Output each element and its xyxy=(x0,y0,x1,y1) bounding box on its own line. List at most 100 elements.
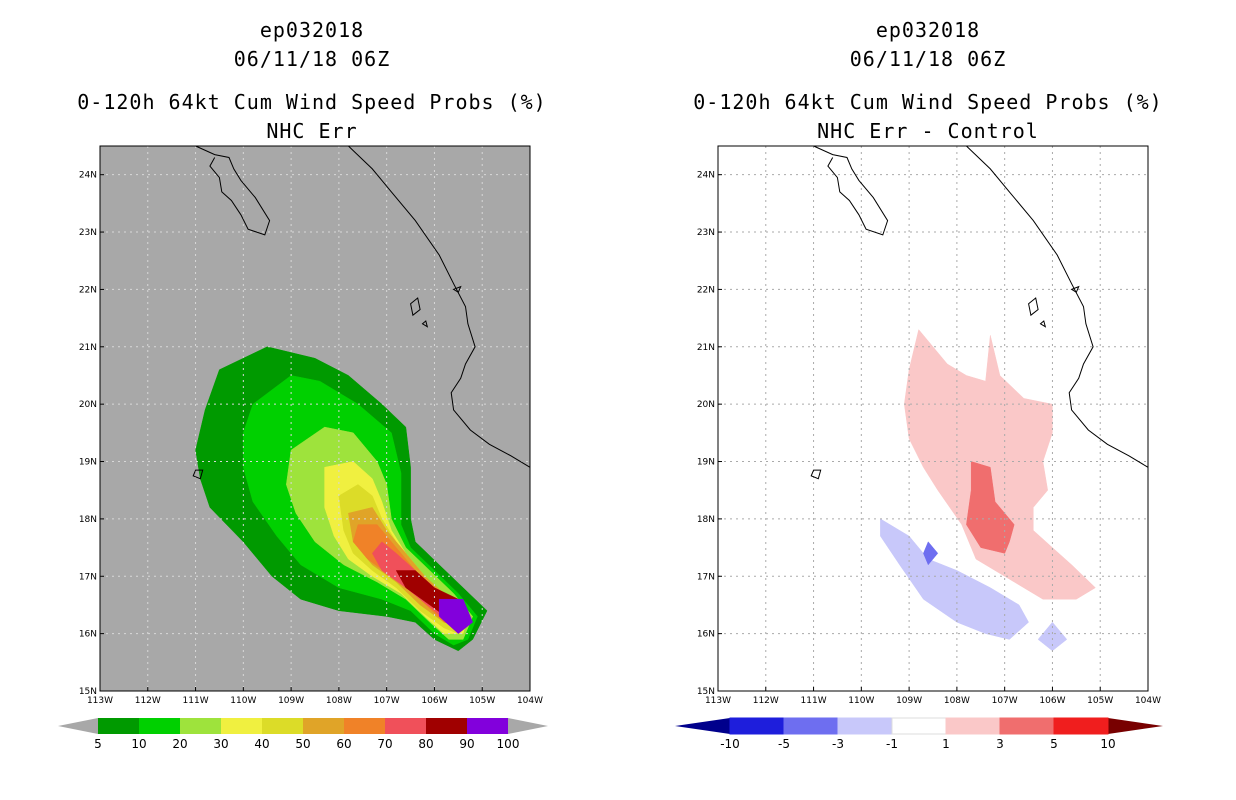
x-tick-label: 105W xyxy=(469,696,495,706)
colorbar-label: 30 xyxy=(213,737,228,751)
island-outline xyxy=(1039,320,1047,328)
colorbar-swatch xyxy=(385,718,426,734)
colorbar-lower-extend xyxy=(58,718,98,734)
y-tick-label: 22N xyxy=(697,285,715,295)
y-tick-label: 18N xyxy=(79,515,97,525)
colorbar-label: 10 xyxy=(1100,737,1115,751)
x-tick-label: 109W xyxy=(278,696,304,706)
x-tick-label: 112W xyxy=(135,696,161,706)
x-tick-label: 104W xyxy=(517,696,543,706)
x-tick-label: 113W xyxy=(87,696,113,706)
colorbar-label: -5 xyxy=(778,737,790,751)
map-frame xyxy=(717,145,1149,692)
colorbar-swatch xyxy=(891,717,947,735)
panel-subtitle: NHC Err xyxy=(266,119,358,143)
colorbar-label: 3 xyxy=(996,737,1004,751)
y-tick-label: 17N xyxy=(79,572,97,582)
contour-1-3 xyxy=(904,329,1096,600)
colorbar-label: 50 xyxy=(295,737,310,751)
colorbar-swatch xyxy=(221,718,262,734)
x-tick-label: 108W xyxy=(944,696,970,706)
x-tick-label: 111W xyxy=(801,696,827,706)
colorbar-swatch xyxy=(180,718,221,734)
y-tick-label: 16N xyxy=(79,630,97,640)
colorbar-label: -10 xyxy=(720,737,740,751)
y-tick-label: 15N xyxy=(697,687,715,697)
x-tick-label: 111W xyxy=(183,696,209,706)
valid-time: 06/11/18 06Z xyxy=(233,47,391,71)
colorbar-swatch xyxy=(837,717,893,735)
y-tick-label: 19N xyxy=(697,458,715,468)
right-difference-map: 113W 112W 111W 110W 109W 108W 107W 106W 105W 104W… xyxy=(675,145,1163,751)
y-tick-label: 15N xyxy=(79,687,97,697)
colorbar-label: 70 xyxy=(377,737,392,751)
colorbar-swatch xyxy=(783,717,839,735)
y-tick-label: 22N xyxy=(79,285,97,295)
island-outline xyxy=(452,285,462,294)
island-outline xyxy=(1028,297,1039,317)
colorbar-swatch xyxy=(1053,717,1109,735)
storm-id: ep032018 xyxy=(875,18,981,42)
map-frame xyxy=(99,145,531,692)
colorbar-label: 10 xyxy=(131,737,146,751)
x-tick-label: 106W xyxy=(1039,696,1065,706)
y-tick-label: 23N xyxy=(79,228,97,238)
colorbar-swatch xyxy=(729,717,785,735)
island-outline xyxy=(810,469,822,480)
colorbar-label: 40 xyxy=(254,737,269,751)
colorbar-lower-extend xyxy=(675,718,730,734)
colorbar-upper-extend xyxy=(508,718,548,734)
x-tick-label: 113W xyxy=(705,696,731,706)
y-tick-label: 20N xyxy=(697,400,715,410)
colorbar-label: 90 xyxy=(459,737,474,751)
left-probability-map: 113W 112W 111W 110W 109W 108W 107W 106W 105W 104W… xyxy=(58,145,548,751)
y-tick-label: 23N xyxy=(697,228,715,238)
colorbar-label: 80 xyxy=(418,737,433,751)
colorbar-label: 1 xyxy=(942,737,950,751)
y-tick-label: 18N xyxy=(697,515,715,525)
colorbar: 5 10 20 30 40 50 60 70 80 90 100 xyxy=(58,718,548,751)
island-outline xyxy=(421,320,429,328)
x-tick-label: 109W xyxy=(896,696,922,706)
colorbar-swatch xyxy=(467,718,508,734)
y-tick-label: 21N xyxy=(79,343,97,353)
x-tick-label: 110W xyxy=(230,696,256,706)
y-tick-label: 24N xyxy=(79,171,97,181)
left-chart-title: ep032018 06/11/18 06Z 0-120h 64kt Cum Wi… xyxy=(52,16,572,146)
x-tick-label: 112W xyxy=(753,696,779,706)
y-tick-label: 19N xyxy=(79,458,97,468)
x-tick-label: 107W xyxy=(992,696,1018,706)
product-name: 0-120h 64kt Cum Wind Speed Probs (%) xyxy=(693,90,1163,114)
colorbar-label: 100 xyxy=(497,737,520,751)
colorbar-label: 5 xyxy=(94,737,102,751)
y-tick-label: 17N xyxy=(697,572,715,582)
x-tick-label: 105W xyxy=(1087,696,1113,706)
colorbar-swatch xyxy=(426,718,467,734)
mexico-coastline xyxy=(966,145,1149,468)
x-tick-label: 106W xyxy=(421,696,447,706)
x-tick-label: 107W xyxy=(374,696,400,706)
colorbar: -10 -5 -3 -1 1 3 5 10 xyxy=(675,717,1163,751)
x-tick-label: 108W xyxy=(326,696,352,706)
mexico-coastline xyxy=(348,145,531,468)
baja-coastline xyxy=(195,145,271,236)
y-tick-label: 16N xyxy=(697,630,715,640)
valid-time: 06/11/18 06Z xyxy=(849,47,1007,71)
panel-subtitle: NHC Err - Control xyxy=(817,119,1039,143)
product-name: 0-120h 64kt Cum Wind Speed Probs (%) xyxy=(77,90,547,114)
contour-neg5-neg3 xyxy=(923,541,939,566)
island-outline xyxy=(1070,285,1080,294)
colorbar-swatch xyxy=(344,718,385,734)
y-tick-label: 21N xyxy=(697,343,715,353)
y-tick-label: 20N xyxy=(79,400,97,410)
colorbar-label: -3 xyxy=(832,737,844,751)
colorbar-label: 5 xyxy=(1050,737,1058,751)
contour-90-100 xyxy=(438,598,474,634)
colorbar-upper-extend xyxy=(1108,718,1163,734)
right-chart-title: ep032018 06/11/18 06Z 0-120h 64kt Cum Wi… xyxy=(668,16,1188,146)
storm-id: ep032018 xyxy=(259,18,365,42)
colorbar-label: 60 xyxy=(336,737,351,751)
y-tick-label: 24N xyxy=(697,171,715,181)
colorbar-label: -1 xyxy=(886,737,898,751)
x-tick-label: 110W xyxy=(848,696,874,706)
